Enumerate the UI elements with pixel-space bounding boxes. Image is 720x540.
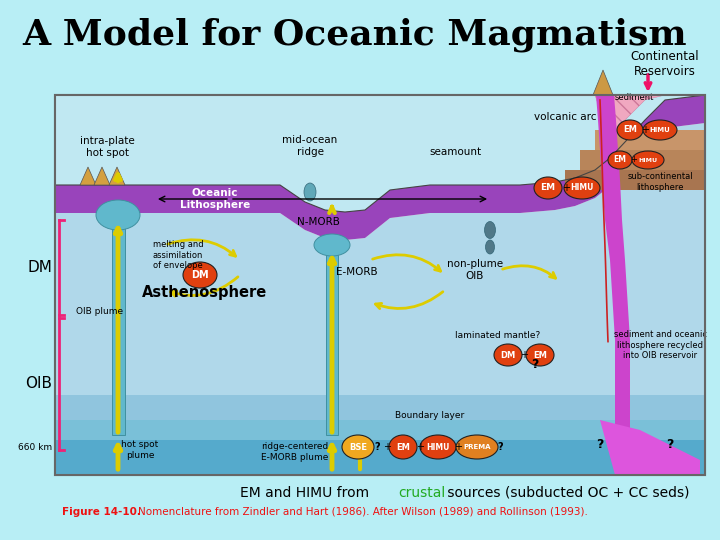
Ellipse shape xyxy=(389,435,417,459)
Ellipse shape xyxy=(485,240,495,254)
Polygon shape xyxy=(55,95,705,240)
Polygon shape xyxy=(55,123,705,420)
Bar xyxy=(580,150,705,170)
Bar xyxy=(55,95,705,475)
Bar xyxy=(55,395,705,420)
Ellipse shape xyxy=(304,183,316,201)
Ellipse shape xyxy=(96,200,140,230)
Text: EM: EM xyxy=(541,184,556,192)
Ellipse shape xyxy=(494,344,522,366)
Text: ?: ? xyxy=(666,438,674,451)
Text: +: + xyxy=(631,156,637,165)
Text: Boundary layer: Boundary layer xyxy=(395,410,464,420)
Text: intra-plate
hot spot: intra-plate hot spot xyxy=(80,137,135,158)
Ellipse shape xyxy=(643,120,677,140)
Text: Continental
Reservoirs: Continental Reservoirs xyxy=(631,50,699,78)
Bar xyxy=(112,215,125,435)
Polygon shape xyxy=(593,70,613,95)
Ellipse shape xyxy=(617,120,643,140)
Text: volcanic arc: volcanic arc xyxy=(534,112,596,122)
Text: crustal: crustal xyxy=(398,486,445,500)
Text: seamount: seamount xyxy=(429,147,481,157)
Polygon shape xyxy=(600,420,700,475)
Text: HIMU: HIMU xyxy=(639,158,657,163)
Text: EM: EM xyxy=(396,442,410,451)
Ellipse shape xyxy=(526,344,554,366)
Bar xyxy=(55,440,705,475)
Text: N-MORB: N-MORB xyxy=(297,217,339,227)
Text: +: + xyxy=(520,350,528,360)
Ellipse shape xyxy=(534,177,562,199)
Text: E-MORB: E-MORB xyxy=(336,267,378,277)
Text: ?: ? xyxy=(374,442,380,452)
Text: sources (subducted OC + CC seds): sources (subducted OC + CC seds) xyxy=(443,486,690,500)
Ellipse shape xyxy=(342,435,374,459)
Text: ?: ? xyxy=(498,442,503,452)
Text: DM: DM xyxy=(500,350,516,360)
Ellipse shape xyxy=(456,435,498,459)
Text: sub-continental
lithosphere: sub-continental lithosphere xyxy=(627,172,693,192)
Ellipse shape xyxy=(485,221,495,239)
Ellipse shape xyxy=(314,234,350,256)
Ellipse shape xyxy=(183,262,217,288)
Text: +: + xyxy=(383,442,391,452)
Text: +: + xyxy=(454,442,462,452)
Polygon shape xyxy=(596,95,630,475)
Text: Nomenclature from Zindler and Hart (1986). After Wilson (1989) and Rollinson (19: Nomenclature from Zindler and Hart (1986… xyxy=(138,507,588,517)
Text: ridge-centered
E-MORB plume: ridge-centered E-MORB plume xyxy=(261,442,329,462)
Text: Figure 14-10.: Figure 14-10. xyxy=(62,507,141,517)
Text: EM: EM xyxy=(533,350,547,360)
Polygon shape xyxy=(94,167,110,185)
Bar xyxy=(55,95,705,475)
Polygon shape xyxy=(595,95,705,140)
Text: ?: ? xyxy=(596,438,603,451)
Polygon shape xyxy=(109,167,125,185)
Text: PREMA: PREMA xyxy=(463,444,491,450)
Text: +: + xyxy=(416,442,424,452)
Text: HIMU: HIMU xyxy=(649,127,670,133)
Polygon shape xyxy=(80,167,96,185)
Ellipse shape xyxy=(564,177,600,199)
Bar xyxy=(595,130,705,150)
Bar xyxy=(55,420,705,440)
Text: 660 km: 660 km xyxy=(18,443,52,453)
Ellipse shape xyxy=(608,151,632,169)
Bar xyxy=(565,170,705,190)
Text: sediment: sediment xyxy=(615,93,654,102)
Polygon shape xyxy=(55,95,705,212)
Bar xyxy=(326,245,338,435)
Text: HIMU: HIMU xyxy=(570,184,594,192)
Text: hot spot
plume: hot spot plume xyxy=(122,440,158,460)
Text: HIMU: HIMU xyxy=(426,442,450,451)
Text: non-plume
OIB: non-plume OIB xyxy=(447,259,503,281)
Text: +: + xyxy=(562,183,570,193)
Text: EM and HIMU from: EM and HIMU from xyxy=(240,486,374,500)
Text: BSE: BSE xyxy=(349,442,367,451)
Text: Oceanic
Lithosphere: Oceanic Lithosphere xyxy=(180,188,250,210)
Text: laminated mantle?: laminated mantle? xyxy=(455,330,541,340)
Text: A Model for Oceanic Magmatism: A Model for Oceanic Magmatism xyxy=(23,18,688,52)
Text: DM: DM xyxy=(27,260,52,275)
Ellipse shape xyxy=(420,435,456,459)
Text: EM: EM xyxy=(623,125,637,134)
Text: OIB plume: OIB plume xyxy=(76,307,124,316)
Ellipse shape xyxy=(632,151,664,169)
Text: DM: DM xyxy=(192,270,209,280)
Text: Asthenosphere: Asthenosphere xyxy=(143,285,268,300)
Text: sediment and oceanic
lithosphere recycled
into OIB reservoir: sediment and oceanic lithosphere recycle… xyxy=(613,330,706,360)
Text: mid-ocean
ridge: mid-ocean ridge xyxy=(282,136,338,157)
Text: ?: ? xyxy=(531,359,539,372)
Text: +: + xyxy=(641,125,649,135)
Text: OIB: OIB xyxy=(25,376,52,392)
Text: melting and
assimilation
of envelope: melting and assimilation of envelope xyxy=(153,240,203,270)
Text: EM: EM xyxy=(613,156,626,165)
